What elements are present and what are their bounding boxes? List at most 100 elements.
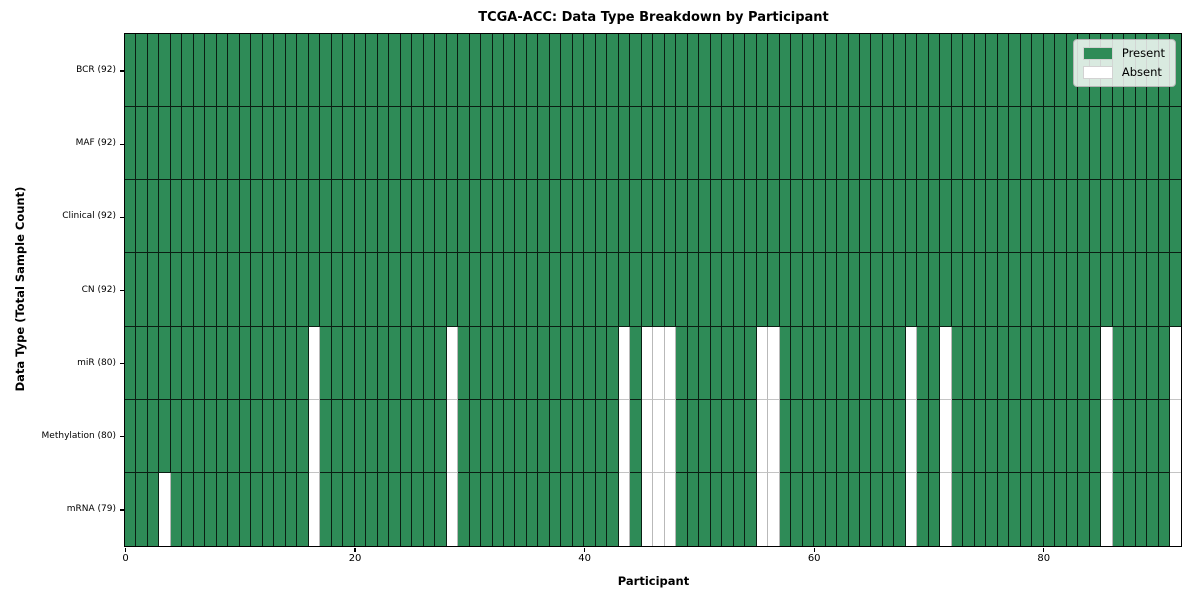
heatmap-cell xyxy=(825,326,838,400)
heatmap-cell xyxy=(561,34,573,108)
heatmap-cell xyxy=(905,472,918,546)
heatmap-cell xyxy=(722,180,734,254)
heatmap-cell xyxy=(905,34,918,108)
heatmap-cell xyxy=(814,253,826,327)
heatmap-cell xyxy=(377,399,390,473)
heatmap-cell xyxy=(377,253,390,327)
heatmap-cell xyxy=(997,472,1010,546)
heatmap-cell xyxy=(308,34,321,108)
heatmap-cell xyxy=(1101,472,1113,546)
heatmap-row-BCR xyxy=(125,34,1181,108)
heatmap-cell xyxy=(791,34,803,108)
heatmap-cell xyxy=(331,399,344,473)
heatmap-cell xyxy=(1147,472,1159,546)
heatmap-cell xyxy=(630,472,642,546)
heatmap-cell xyxy=(928,253,941,327)
heatmap-cell xyxy=(584,253,596,327)
heatmap-cell xyxy=(159,34,171,108)
heatmap-cell xyxy=(274,399,286,473)
heatmap-cell xyxy=(572,326,585,400)
heatmap-cell xyxy=(228,180,240,254)
heatmap-cell xyxy=(607,326,619,400)
heatmap-cell xyxy=(779,326,792,400)
heatmap-cell xyxy=(791,326,803,400)
heatmap-cell xyxy=(963,253,975,327)
heatmap-cell xyxy=(1043,399,1056,473)
heatmap-cell xyxy=(848,399,860,473)
heatmap-cell xyxy=(1089,326,1102,400)
heatmap-cell xyxy=(423,399,436,473)
heatmap-cell xyxy=(653,399,665,473)
heatmap-cell xyxy=(676,107,688,181)
heatmap-cell xyxy=(1135,326,1148,400)
heatmap-cell xyxy=(756,34,769,108)
heatmap-cell xyxy=(481,180,493,254)
heatmap-cell xyxy=(285,107,298,181)
heatmap-cell xyxy=(435,399,447,473)
heatmap-cell xyxy=(125,253,137,327)
heatmap-cell xyxy=(572,107,585,181)
heatmap-cell xyxy=(239,326,252,400)
heatmap-cell xyxy=(710,472,723,546)
heatmap-cell xyxy=(377,180,390,254)
heatmap-cell xyxy=(1055,472,1067,546)
heatmap-cell xyxy=(1020,326,1033,400)
heatmap-cell xyxy=(791,472,803,546)
heatmap-cell xyxy=(262,472,275,546)
heatmap-cell xyxy=(216,326,229,400)
legend: Present Absent xyxy=(1072,39,1176,87)
heatmap-cell xyxy=(377,472,390,546)
heatmap-cell xyxy=(814,472,826,546)
heatmap-cell xyxy=(1147,399,1159,473)
heatmap-cell xyxy=(526,34,539,108)
heatmap-cell xyxy=(963,34,975,108)
heatmap-row-CN xyxy=(125,253,1181,327)
heatmap-cell xyxy=(377,326,390,400)
heatmap-cell xyxy=(917,399,929,473)
heatmap-cell xyxy=(182,107,194,181)
heatmap-cell xyxy=(274,107,286,181)
heatmap-cell xyxy=(251,180,263,254)
heatmap-cell xyxy=(779,253,792,327)
heatmap-cell xyxy=(549,180,562,254)
heatmap-cell xyxy=(458,107,470,181)
heatmap-cell xyxy=(1078,399,1090,473)
heatmap-cell xyxy=(251,399,263,473)
heatmap-cell xyxy=(768,180,780,254)
x-tick-mark xyxy=(354,548,356,552)
heatmap-cell xyxy=(492,253,504,327)
heatmap-cell xyxy=(549,326,562,400)
heatmap-cell xyxy=(791,180,803,254)
heatmap-cell xyxy=(871,180,883,254)
heatmap-cell xyxy=(159,472,171,546)
heatmap-cell xyxy=(492,180,504,254)
heatmap-cell xyxy=(814,107,826,181)
y-tick-mark xyxy=(120,436,124,438)
heatmap-cell xyxy=(262,326,275,400)
heatmap-cell xyxy=(986,180,998,254)
heatmap-cell xyxy=(331,326,344,400)
heatmap-cell xyxy=(389,180,401,254)
x-tick-label: 0 xyxy=(122,553,129,564)
heatmap-cell xyxy=(331,180,344,254)
heatmap-cell xyxy=(779,472,792,546)
heatmap-cell xyxy=(722,34,734,108)
heatmap-cell xyxy=(733,472,746,546)
heatmap-cell xyxy=(653,326,665,400)
heatmap-cell xyxy=(182,253,194,327)
heatmap-cell xyxy=(492,326,504,400)
heatmap-cell xyxy=(687,34,700,108)
heatmap-cell xyxy=(779,399,792,473)
heatmap-cell xyxy=(986,472,998,546)
heatmap-cell xyxy=(170,253,183,327)
heatmap-cell xyxy=(974,107,987,181)
heatmap-cell xyxy=(860,326,872,400)
heatmap-cell xyxy=(343,326,355,400)
heatmap-cell xyxy=(653,34,665,108)
heatmap-cell xyxy=(400,107,413,181)
heatmap-cell xyxy=(125,326,137,400)
heatmap-cell xyxy=(825,107,838,181)
heatmap-cell xyxy=(733,326,746,400)
heatmap-cell xyxy=(331,253,344,327)
heatmap-cell xyxy=(193,472,206,546)
